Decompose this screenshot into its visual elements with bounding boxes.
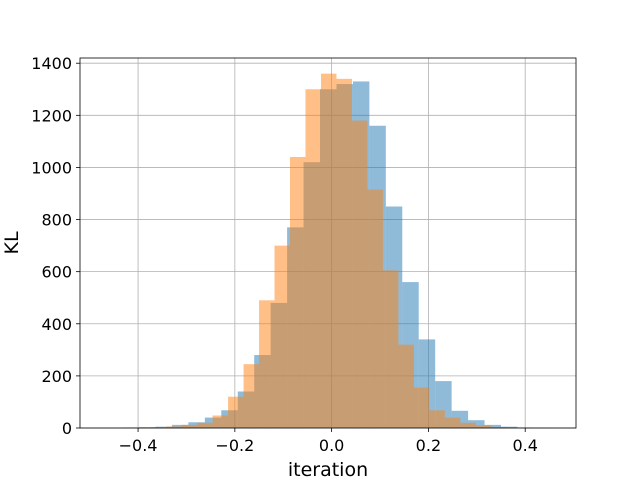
histogram-bar (444, 417, 461, 428)
x-axis-label: iteration (288, 459, 368, 480)
x-tick-label: −0.2 (215, 436, 254, 455)
histogram-bar (500, 426, 518, 428)
x-tick-label: 0.4 (512, 436, 537, 455)
histogram-bar (336, 78, 352, 429)
histogram-bar (484, 424, 501, 428)
x-tick-label: 0.0 (319, 436, 344, 455)
histogram-bar (468, 420, 485, 428)
y-tick-label: 800 (41, 211, 72, 230)
y-tick-label: 200 (41, 367, 72, 386)
y-tick-label: 1200 (31, 106, 72, 125)
y-tick-label: 0 (62, 419, 72, 438)
histogram-bar (413, 387, 430, 428)
axis-ticks: −0.4 −0.2 0.0 0.2 0.4 0 200 400 600 800 1000 1200 14… (31, 54, 538, 455)
histogram-bars (122, 73, 551, 429)
histogram-bar (382, 270, 399, 428)
plot-frame (79, 57, 577, 429)
y-tick-label: 1000 (31, 158, 72, 177)
histogram-bar (212, 415, 229, 428)
histogram-bar (228, 396, 244, 428)
histogram-bar (491, 426, 507, 428)
histogram-bar (398, 344, 414, 428)
y-tick-label: 400 (41, 315, 72, 334)
y-tick-label: 1400 (31, 54, 72, 73)
histogram-bar (243, 364, 260, 428)
histogram-bar (197, 422, 213, 428)
x-tick-label: −0.4 (119, 436, 158, 455)
histogram-bar (259, 300, 275, 428)
histogram-bar (274, 245, 291, 428)
histogram-bar (181, 424, 198, 428)
histogram-bar (351, 120, 368, 428)
histogram-bar (475, 425, 492, 428)
x-tick-label: 0.2 (416, 436, 441, 455)
histogram-bar (320, 73, 337, 429)
histogram-bar (460, 422, 476, 428)
histogram-bar (429, 410, 445, 428)
histogram-bar (367, 189, 383, 428)
y-axis-label: KL (1, 231, 23, 254)
y-tick-label: 600 (41, 263, 72, 282)
histogram-bar (305, 89, 321, 428)
histogram-series-2 (135, 73, 523, 429)
histogram-bar (290, 157, 306, 428)
histogram-bar (166, 426, 182, 428)
